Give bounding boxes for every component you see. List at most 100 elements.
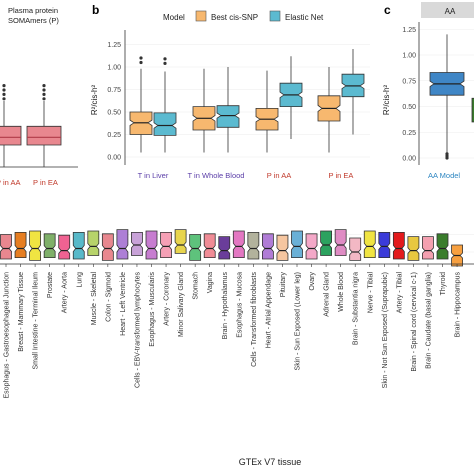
panel-tissue-x-label-2: Small Intestine - Terminal Ileum [33, 272, 40, 370]
panel-tissue-box-23-box [334, 229, 347, 256]
panel-c-aa-model-box-outlier-low-2 [445, 152, 449, 156]
panel-tissue-x-label-3: Prostate [47, 272, 54, 298]
panel-tissue-box-14-box [203, 233, 216, 259]
panel-b: b Model Best cis-SNP Elastic Net R²/cis-… [90, 3, 370, 180]
panel-a-legend-line-1: Plasma protein [8, 6, 58, 15]
panel-b-y-tick-3: 0.75 [107, 87, 121, 94]
panel-tissue-x-label-12: Minor Salivary Gland [178, 272, 185, 337]
panel-tissue-x-label-14: Vagina [207, 272, 214, 293]
panel-b-elastic-net-box-0-outlier-high-0 [163, 61, 167, 65]
panel-tissue-box-7-box [101, 233, 114, 261]
panel-tissue-box-8-box [116, 229, 129, 260]
panel-c-second-box [471, 97, 474, 123]
legend-label-elastic-net: Elastic Net [285, 13, 324, 22]
panel-a-box-1-box [26, 125, 62, 146]
panel-a-box-0-outlier-high-3 [2, 84, 6, 88]
panel-tissue-box-5-box [72, 231, 85, 260]
panel-b-elastic-net-box-0-outlier-high-1 [163, 57, 167, 61]
panel-tissue-box-27-box [392, 231, 405, 260]
legend-key-elastic-net [269, 10, 281, 22]
panel-tissue-x-label-0: Esophagus - Gastroesophageal Junction [4, 272, 11, 399]
panel-b-best-cis-snp-box-0-outlier-high-0 [139, 60, 143, 65]
panel-c-strip [421, 2, 474, 18]
panel-b-y-ticks: 0.00 0.25 0.50 0.75 1.00 1.25 [107, 42, 121, 162]
panel-tissue-box-0-box [0, 234, 12, 260]
panel-b-y-tick-0: 0.00 [107, 155, 121, 162]
panel-tissue-x-label-11: Artery - Coronary [164, 272, 171, 326]
panel-b-boxes [129, 49, 365, 153]
panel-b-letter: b [92, 3, 99, 17]
panel-tissue-box-10-box [145, 230, 158, 260]
panel-tissue-box-12-box [174, 229, 187, 254]
panel-a-box-0-outlier-high-1 [2, 92, 6, 96]
panel-tissue-box-25-box [363, 230, 376, 259]
panel-tissue-box-15-box [218, 236, 231, 260]
panel-tissue-x-label-20: Skin - Sun Exposed (Lower leg) [295, 272, 302, 370]
panel-c-y-tick-5: 1.25 [402, 27, 416, 34]
panel-a-x-label-1: P in AA [0, 178, 20, 187]
panel-tissue-x-label-5: Lung [76, 272, 83, 288]
panel-c-y-tick-2: 0.50 [402, 104, 416, 111]
panel-tissue-x-labels: Esophagus - Gastroesophageal Junction Bre… [4, 272, 462, 399]
panel-tissue-x-label-16: Esophagus - Mucosa [236, 272, 243, 338]
panel-c-strip-label: AA [445, 7, 456, 16]
panel-tissue-box-19-box [276, 234, 289, 261]
panel-c-y-tick-4: 1.00 [402, 53, 416, 60]
panel-tissue-x-label-10: Esophagus - Muscularis [149, 272, 156, 347]
panel-tissue-x-label-8: Heart - Left Ventricle [120, 272, 127, 336]
panel-b-x-label-0: T in Liver [138, 171, 169, 180]
panel-tissue-box-17-box [247, 231, 260, 260]
panel-a-box-1-outlier-high-1 [42, 92, 46, 96]
panel-tissue-box-9-box [131, 231, 143, 256]
panel-tissue-box-13-box [189, 234, 202, 261]
panel-tissue-box-16-box [232, 230, 245, 259]
panel-c-x-label: AA Model [428, 171, 460, 180]
panel-tissue-x-label-17: Cells - Transformed fibroblasts [251, 272, 258, 367]
panel-c-y-tick-0: 0.00 [402, 156, 416, 163]
panel-b-y-tick-2: 0.50 [107, 110, 121, 117]
panel-b-legend-title: Model [163, 13, 185, 22]
panel-tissue-box-6-box [87, 230, 100, 256]
panel-tissue-x-label-25: Nerve - Tibial [367, 272, 374, 314]
panel-b-elastic-net-box-0-box [153, 112, 177, 136]
panel-tissue-x-label-4: Artery - Aorta [62, 272, 69, 313]
panel-b-y-label: R²/cis-h² [90, 85, 99, 116]
panel-tissue-x-label-31: Brain - Hippocampus [455, 272, 462, 338]
panel-c-boxes [429, 34, 474, 160]
panel-tissue-x-label-24: Brain - Substantia nigra [353, 272, 360, 345]
panel-c: c AA R²/cis-h² 0.000.250.500.751.001.25 … [382, 2, 474, 180]
panel-tissue-box-29-box [422, 236, 434, 260]
panel-tissue-x-label-7: Colon - Sigmoid [105, 272, 112, 322]
panel-b-x-label-2: P in AA [267, 171, 291, 180]
panel-tissue-x-label-9: Cells - EBV-transformed lymphocytes [134, 272, 141, 388]
panel-a-x-label-2: P in EA [33, 178, 58, 187]
panel-tissue-box-26-box [378, 231, 391, 259]
panel-c-y-label: R²/cis-h² [382, 85, 391, 116]
panel-a: Plasma protein SOMAmers (P) P in AA P in… [0, 6, 78, 187]
panel-tissue-box-3-box [43, 233, 56, 259]
panel-a-box-1-outlier-high-0 [42, 97, 46, 101]
panel-a-box-0-outlier-high-2 [2, 88, 6, 92]
panel-tissue-x-label-6: Muscle - Skeletal [91, 272, 98, 326]
panel-tissue-box-30-box [436, 233, 449, 260]
panel-tissue-x-label-28: Brain - Spinal cord (cervical c-1) [411, 272, 418, 372]
panel-b-y-tick-4: 1.00 [107, 65, 121, 72]
panel-tissue-box-2-box [29, 230, 41, 261]
panel-a-box-0-box [0, 125, 22, 146]
panel-tissue-box-18-box [261, 233, 274, 260]
panel-tissue-x-label-21: Ovary [309, 272, 316, 291]
panel-tissue-x-title: GTEx V7 tissue [239, 457, 302, 467]
panel-tissue: Esophagus - Gastroesophageal Junction Bre… [0, 229, 474, 467]
panel-tissue-boxes [0, 229, 463, 267]
panel-b-elastic-net-box-1-box [216, 105, 240, 128]
panel-b-x-label-1: T in Whole Blood [188, 171, 245, 180]
panel-tissue-x-label-13: Stomach [193, 272, 200, 300]
legend-key-best-cis-snp [195, 10, 207, 22]
legend-label-best-cis-snp: Best cis-SNP [211, 13, 258, 22]
panel-tissue-x-label-22: Adrenal Gland [324, 272, 331, 317]
panel-b-y-tick-5: 1.25 [107, 42, 121, 49]
panel-c-y-ticks: 0.00 0.25 0.50 0.75 1.00 1.25 [402, 27, 416, 163]
panel-tissue-x-label-1: Breast - Mammary Tissue [18, 272, 25, 352]
panel-tissue-box-4-box [58, 234, 71, 260]
